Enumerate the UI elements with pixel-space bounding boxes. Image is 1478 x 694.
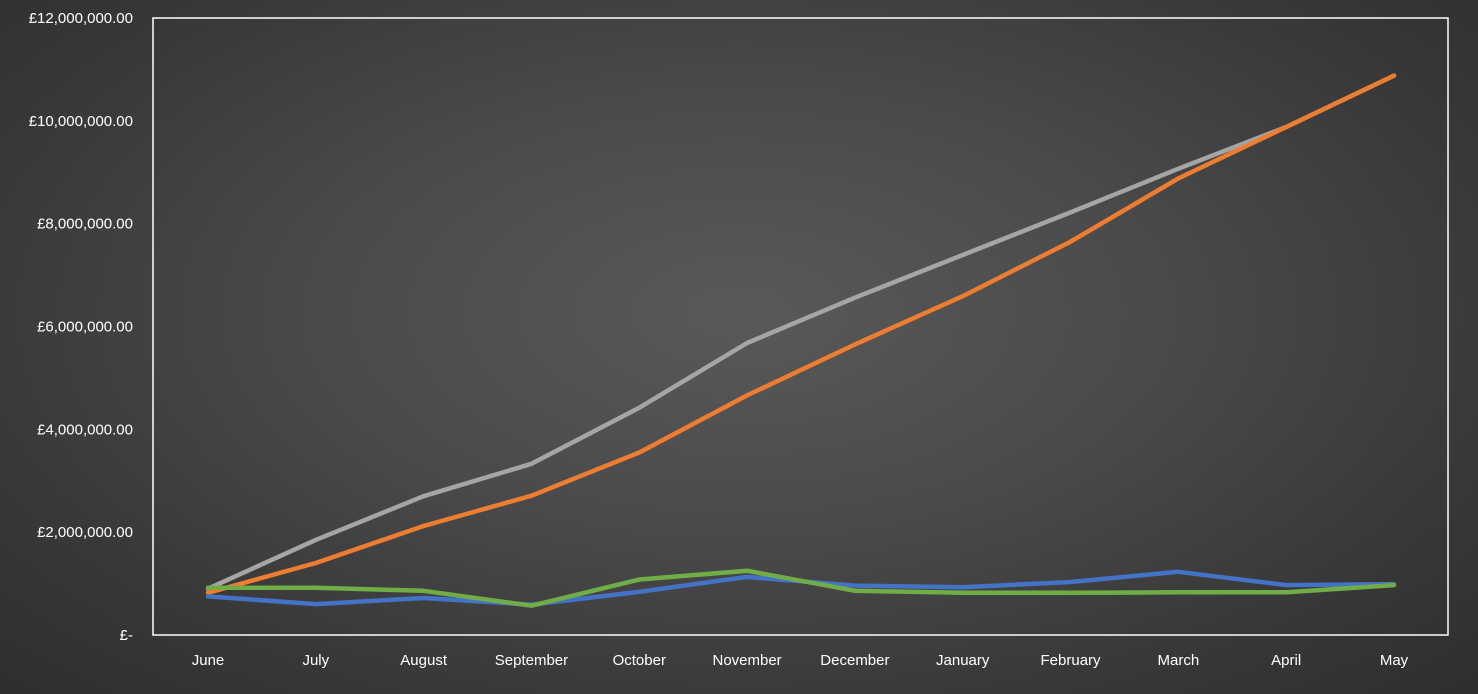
- x-tick-label: October: [613, 652, 666, 669]
- y-axis-tick-labels: £- £2,000,000.00 £4,000,000.00 £6,000,000.0…: [29, 10, 133, 644]
- x-tick-label: March: [1158, 652, 1200, 669]
- x-tick-label: June: [192, 652, 225, 669]
- y-tick-label: £2,000,000.00: [37, 524, 133, 541]
- x-axis-tick-labels: June July August September October November De…: [192, 652, 1409, 669]
- series-lines: [205, 73, 1397, 608]
- y-tick-label: £-: [120, 627, 133, 644]
- y-tick-label: £8,000,000.00: [37, 216, 133, 233]
- x-tick-label: February: [1041, 652, 1102, 669]
- series-line-1: [205, 73, 1397, 591]
- series-line-4: [205, 568, 1397, 608]
- plot-frame: [152, 17, 1449, 636]
- x-tick-label: September: [495, 652, 568, 669]
- y-tick-label: £12,000,000.00: [29, 10, 133, 27]
- x-tick-label: December: [820, 652, 889, 669]
- x-tick-label: January: [936, 652, 990, 669]
- x-tick-label: August: [400, 652, 448, 669]
- x-tick-label: July: [302, 652, 329, 669]
- series-line-2: [205, 73, 1397, 596]
- y-tick-label: £10,000,000.00: [29, 113, 133, 130]
- plot-border: [152, 17, 1449, 636]
- y-tick-label: £4,000,000.00: [37, 421, 133, 438]
- y-tick-label: £6,000,000.00: [37, 319, 133, 336]
- x-tick-label: May: [1380, 652, 1409, 669]
- x-tick-label: April: [1271, 652, 1301, 669]
- x-tick-label: November: [712, 652, 781, 669]
